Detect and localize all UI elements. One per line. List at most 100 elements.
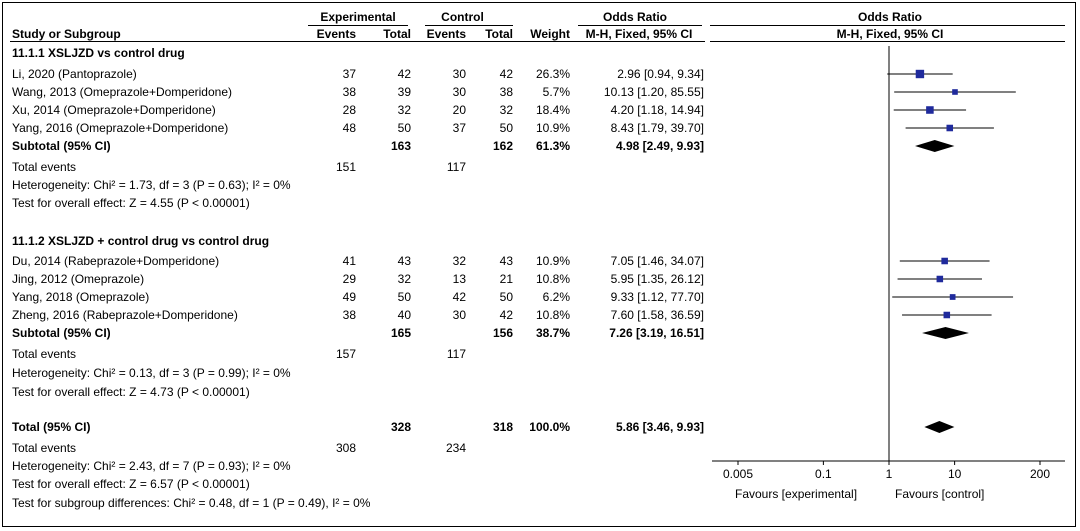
e-events: 38: [342, 308, 356, 322]
e-total: 32: [397, 103, 411, 117]
odds-ratio-ci: 2.96 [0.94, 9.34]: [617, 67, 704, 81]
c-events: 30: [452, 308, 466, 322]
subtotal-diamond: [914, 140, 955, 152]
subtotal-weight: 38.7%: [535, 326, 570, 340]
subtotal-c-total: 162: [492, 139, 513, 153]
study-name: Yang, 2016 (Omeprazole+Domperidone): [12, 121, 229, 135]
total-events-c: 117: [446, 347, 466, 361]
plot-header-title: Odds Ratio: [857, 10, 922, 24]
e-events: 29: [342, 272, 356, 286]
point-estimate-square: [926, 106, 934, 114]
subtotal-diamond: [922, 327, 969, 339]
total-events-label: Total events: [12, 347, 77, 361]
point-estimate-square: [949, 294, 956, 300]
weight: 5.7%: [542, 85, 570, 99]
subgroup-1-title: 11.1.1 XSLJZD vs control drug: [12, 46, 185, 60]
c-events: 42: [452, 290, 466, 304]
c-events: 20: [452, 103, 466, 117]
e-total: 43: [397, 254, 411, 268]
weight: 10.9%: [535, 121, 570, 135]
header-odds-ratio: Odds Ratio: [602, 10, 667, 24]
study-name: Li, 2020 (Pantoprazole): [12, 67, 137, 81]
total-weight: 100.0%: [529, 420, 570, 434]
header-e-events: Events: [316, 27, 356, 41]
study-name: Jing, 2012 (Omeprazole): [12, 272, 145, 286]
c-total: 38: [499, 85, 513, 99]
x-tick-label: 10: [948, 467, 962, 481]
odds-ratio-ci: 10.13 [1.20, 85.55]: [603, 85, 704, 99]
overall-effect-text: Test for overall effect: Z = 4.55 (P < 0…: [12, 196, 250, 210]
c-total: 42: [499, 308, 513, 322]
subtotal-weight: 61.3%: [535, 139, 570, 153]
odds-ratio-ci: 8.43 [1.79, 39.70]: [610, 121, 704, 135]
study-name: Zheng, 2016 (Rabeprazole+Domperidone): [12, 308, 238, 322]
c-events: 37: [452, 121, 466, 135]
total-events-e: 157: [335, 347, 356, 361]
header-weight: Weight: [530, 27, 570, 41]
subtotal-ci: 4.98 [2.49, 9.93]: [615, 139, 704, 153]
header-method: M-H, Fixed, 95% CI: [585, 27, 693, 41]
odds-ratio-ci: 7.60 [1.58, 36.59]: [610, 308, 704, 322]
e-total: 50: [397, 121, 411, 135]
e-events: 49: [342, 290, 356, 304]
c-events: 13: [452, 272, 466, 286]
study-name: Du, 2014 (Rabeprazole+Domperidone): [12, 254, 220, 268]
subtotal-e-total: 163: [390, 139, 411, 153]
header-e-total: Total: [383, 27, 411, 41]
total-diamond: [924, 421, 955, 433]
point-estimate-square: [946, 124, 954, 132]
c-events: 30: [452, 67, 466, 81]
total-events-e: 151: [335, 160, 356, 174]
e-total: 39: [397, 85, 411, 99]
total-label: Total (95% CI): [12, 420, 91, 434]
header-c-events: Events: [426, 27, 466, 41]
e-events: 48: [342, 121, 356, 135]
e-events: 28: [342, 103, 356, 117]
e-total: 42: [397, 67, 411, 81]
overall-effect-text: Test for overall effect: Z = 6.57 (P < 0…: [12, 477, 250, 491]
total-events-label: Total events: [12, 441, 77, 455]
total-events-c: 234: [445, 441, 466, 455]
c-total: 43: [499, 254, 513, 268]
header-control: Control: [441, 10, 484, 24]
study-name: Wang, 2013 (Omeprazole+Domperidone): [12, 85, 233, 99]
x-tick-label: 1: [886, 467, 893, 481]
total-events-label: Total events: [12, 160, 77, 174]
c-total: 50: [499, 290, 513, 304]
weight: 10.8%: [535, 272, 570, 286]
e-events: 37: [342, 67, 356, 81]
total-ci: 5.86 [3.46, 9.93]: [615, 420, 704, 434]
overall-effect-text: Test for overall effect: Z = 4.73 (P < 0…: [12, 385, 250, 399]
favours-left-label: Favours [experimental]: [735, 487, 858, 501]
x-tick-label: 200: [1030, 467, 1050, 481]
heterogeneity-text: Heterogeneity: Chi² = 0.13, df = 3 (P = …: [12, 366, 291, 380]
odds-ratio-ci: 4.20 [1.18, 14.94]: [610, 103, 704, 117]
plot-header-method: M-H, Fixed, 95% CI: [836, 27, 944, 41]
weight: 26.3%: [535, 67, 570, 81]
weight: 10.9%: [535, 254, 570, 268]
header-rule-control: [425, 25, 513, 26]
header-experimental: Experimental: [320, 10, 396, 24]
header-c-total: Total: [485, 27, 513, 41]
odds-ratio-ci: 7.05 [1.46, 34.07]: [610, 254, 704, 268]
c-events: 32: [452, 254, 466, 268]
e-events: 38: [342, 85, 356, 99]
point-estimate-square: [952, 89, 958, 95]
heterogeneity-text: Heterogeneity: Chi² = 1.73, df = 3 (P = …: [12, 178, 291, 192]
header-rule-experimental: [308, 25, 408, 26]
total-c-total: 318: [492, 420, 513, 434]
subtotal-ci: 7.26 [3.19, 16.51]: [609, 326, 704, 340]
odds-ratio-ci: 5.95 [1.35, 26.12]: [610, 272, 704, 286]
e-total: 40: [397, 308, 411, 322]
subtotal-e-total: 165: [390, 326, 411, 340]
point-estimate-square: [936, 275, 944, 283]
c-total: 21: [499, 272, 513, 286]
x-tick-label: 0.005: [723, 467, 753, 481]
point-estimate-square: [943, 311, 951, 319]
point-estimate-square: [941, 257, 948, 265]
point-estimate-square: [915, 69, 925, 79]
c-events: 30: [452, 85, 466, 99]
e-total: 50: [397, 290, 411, 304]
